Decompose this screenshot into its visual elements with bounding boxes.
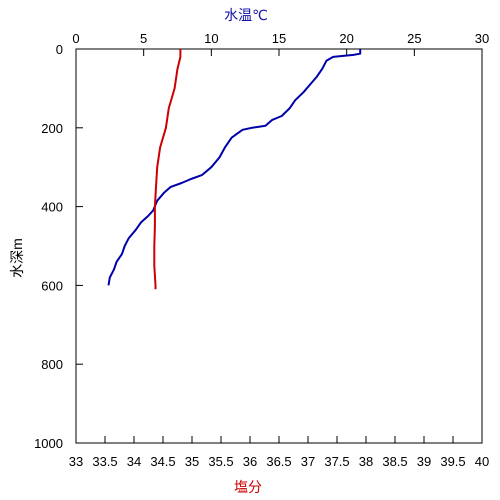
top-tick-label: 10 — [204, 31, 218, 46]
bottom-tick-label: 36 — [243, 454, 257, 469]
bottom-tick-label: 38.5 — [382, 454, 407, 469]
bottom-tick-label: 33.5 — [92, 454, 117, 469]
bottom-tick-label: 37 — [301, 454, 315, 469]
bottom-tick-label: 39.5 — [440, 454, 465, 469]
y-tick-label: 400 — [41, 200, 63, 215]
top-tick-label: 25 — [407, 31, 421, 46]
salinity-profile-line — [153, 49, 182, 290]
y-tick-label: 600 — [41, 278, 63, 293]
top-tick-label: 5 — [140, 31, 147, 46]
bottom-tick-label: 34 — [127, 454, 141, 469]
bottom-axis-ticks: 33 33.5 34 34.5 35 35.5 36 36.5 37 37.5 38 38.5 39 39… — [69, 436, 489, 469]
top-tick-label: 20 — [339, 31, 353, 46]
plot-area — [75, 48, 483, 444]
top-tick-label: 15 — [272, 31, 286, 46]
bottom-tick-label: 38 — [359, 454, 373, 469]
bottom-tick-label: 40 — [475, 454, 489, 469]
y-axis-ticks: 0 200 400 600 800 1000 — [34, 42, 83, 451]
bottom-tick-label: 34.5 — [150, 454, 175, 469]
bottom-tick-label: 39 — [417, 454, 431, 469]
bottom-tick-label: 36.5 — [266, 454, 291, 469]
bottom-tick-label: 35.5 — [208, 454, 233, 469]
bottom-tick-label: 37.5 — [324, 454, 349, 469]
y-tick-label: 0 — [56, 42, 63, 57]
bottom-axis-label: 塩分 — [234, 479, 262, 495]
top-tick-label: 0 — [72, 31, 79, 46]
y-tick-label: 200 — [41, 121, 63, 136]
bottom-tick-label: 33 — [69, 454, 83, 469]
y-axis-label: 水深m — [9, 238, 25, 278]
top-tick-label: 30 — [475, 31, 489, 46]
y-tick-label: 1000 — [34, 436, 63, 451]
series-group — [107, 49, 362, 290]
top-axis-label: 水温℃ — [224, 7, 268, 23]
bottom-tick-label: 35 — [185, 454, 199, 469]
y-tick-label: 800 — [41, 357, 63, 372]
top-axis-ticks: 0 5 10 15 20 25 30 — [72, 31, 489, 56]
temperature-profile-line — [107, 49, 362, 286]
